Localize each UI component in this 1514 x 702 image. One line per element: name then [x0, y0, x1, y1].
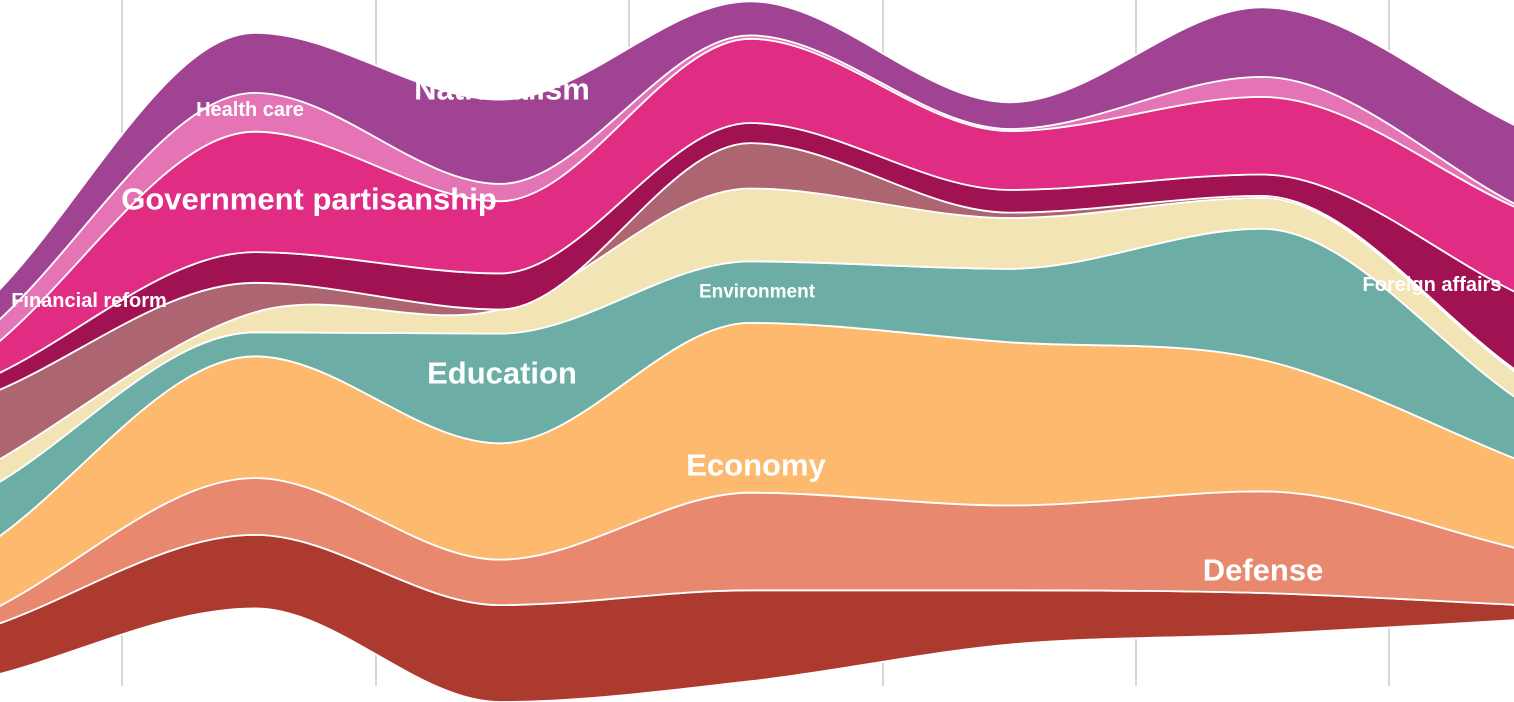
label-financial-reform: Financial reform	[11, 290, 167, 312]
label-economy: Economy	[686, 448, 826, 483]
label-defense: Defense	[1203, 553, 1324, 588]
label-government-partisanship: Government partisanship	[121, 182, 497, 217]
label-nationalism: Nationalism	[414, 72, 590, 107]
label-health-care: Health care	[196, 99, 304, 121]
label-foreign-affairs: Foreign affairs	[1363, 274, 1502, 296]
label-budget: Budget	[197, 615, 304, 650]
stream-labels: Budget Defense Economy Education Environment…	[11, 72, 1501, 650]
stream-nationalism	[0, 0, 1514, 321]
label-education: Education	[427, 356, 577, 391]
label-environment: Environment	[699, 282, 816, 303]
